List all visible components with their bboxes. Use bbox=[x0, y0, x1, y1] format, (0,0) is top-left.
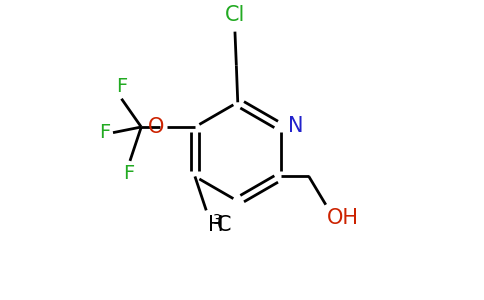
Text: OH: OH bbox=[327, 208, 359, 227]
Text: F: F bbox=[123, 164, 134, 183]
Text: F: F bbox=[116, 77, 127, 96]
Text: Cl: Cl bbox=[225, 4, 245, 25]
Text: H: H bbox=[208, 214, 223, 235]
Text: 3: 3 bbox=[213, 213, 222, 226]
Text: C: C bbox=[217, 214, 231, 235]
Text: N: N bbox=[287, 116, 303, 136]
Text: O: O bbox=[148, 117, 164, 137]
Text: F: F bbox=[99, 123, 110, 142]
